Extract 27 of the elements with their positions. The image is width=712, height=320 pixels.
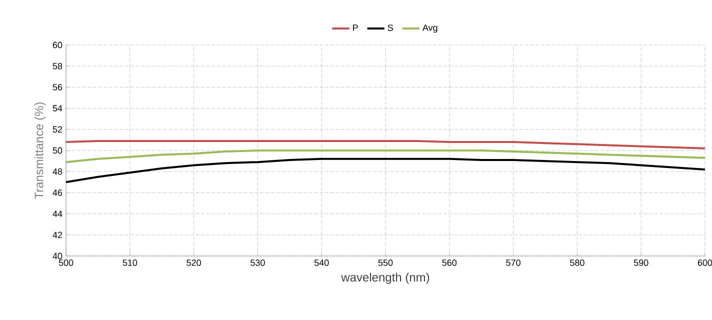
x-tick-label: 560 (442, 260, 457, 266)
y-tick-label: 44 (52, 210, 62, 217)
legend-label: S (388, 24, 393, 31)
y-tick-label: 42 (52, 232, 62, 238)
y-tick-label: 56 (52, 84, 62, 90)
x-tick-label: 530 (250, 260, 265, 266)
y-tick-label: 48 (52, 168, 62, 175)
y-tick-label: 46 (52, 190, 62, 196)
legend-label: P (353, 24, 358, 31)
legend-label: Avg (422, 24, 438, 33)
x-axis-title: wavelength (nm) (341, 272, 430, 284)
y-tick-label: 40 (52, 252, 62, 260)
x-tick-label: 580 (570, 260, 584, 266)
y-tick-label: 60 (52, 42, 62, 48)
y-axis-title: Transmittance (%) (34, 102, 46, 200)
x-tick-label: 550 (378, 260, 393, 266)
x-tick-label: 590 (634, 260, 648, 266)
x-tick-label: 540 (314, 260, 329, 266)
y-tick-label: 52 (52, 126, 62, 133)
x-tick-label: 600 (698, 260, 712, 266)
x-tick-label: 500 (58, 260, 74, 266)
y-tick-label: 58 (52, 62, 62, 70)
x-tick-label: 520 (186, 260, 201, 266)
x-tick-label: 570 (506, 260, 520, 266)
x-tick-label: 510 (122, 260, 138, 266)
y-tick-label: 50 (52, 147, 62, 154)
y-tick-label: 54 (52, 105, 62, 112)
